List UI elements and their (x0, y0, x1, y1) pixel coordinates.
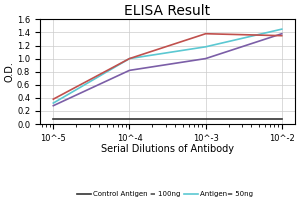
Antigen= 100ng (204, 33, 207, 35)
Antigen= 10ng (204, 57, 207, 60)
Antigen= 100ng (280, 34, 284, 37)
Antigen= 50ng (128, 57, 131, 60)
Line: Antigen= 10ng: Antigen= 10ng (53, 34, 282, 106)
Title: ELISA Result: ELISA Result (124, 4, 211, 18)
Control Antigen = 100ng (128, 118, 131, 120)
Line: Antigen= 100ng: Antigen= 100ng (53, 34, 282, 99)
Antigen= 50ng (52, 102, 55, 104)
Antigen= 10ng (280, 33, 284, 35)
Antigen= 50ng (204, 46, 207, 48)
Control Antigen = 100ng (280, 118, 284, 120)
X-axis label: Serial Dilutions of Antibody: Serial Dilutions of Antibody (101, 144, 234, 154)
Line: Antigen= 50ng: Antigen= 50ng (53, 29, 282, 103)
Antigen= 10ng (128, 69, 131, 72)
Antigen= 10ng (52, 104, 55, 107)
Antigen= 100ng (52, 98, 55, 100)
Antigen= 100ng (128, 57, 131, 60)
Control Antigen = 100ng (52, 118, 55, 120)
Control Antigen = 100ng (204, 118, 207, 120)
Antigen= 50ng (280, 28, 284, 30)
Y-axis label: O.D.: O.D. (4, 61, 14, 82)
Legend: Control Antigen = 100ng, Antigen= 10ng, Antigen= 50ng, Antigen= 100ng: Control Antigen = 100ng, Antigen= 10ng, … (75, 188, 260, 200)
